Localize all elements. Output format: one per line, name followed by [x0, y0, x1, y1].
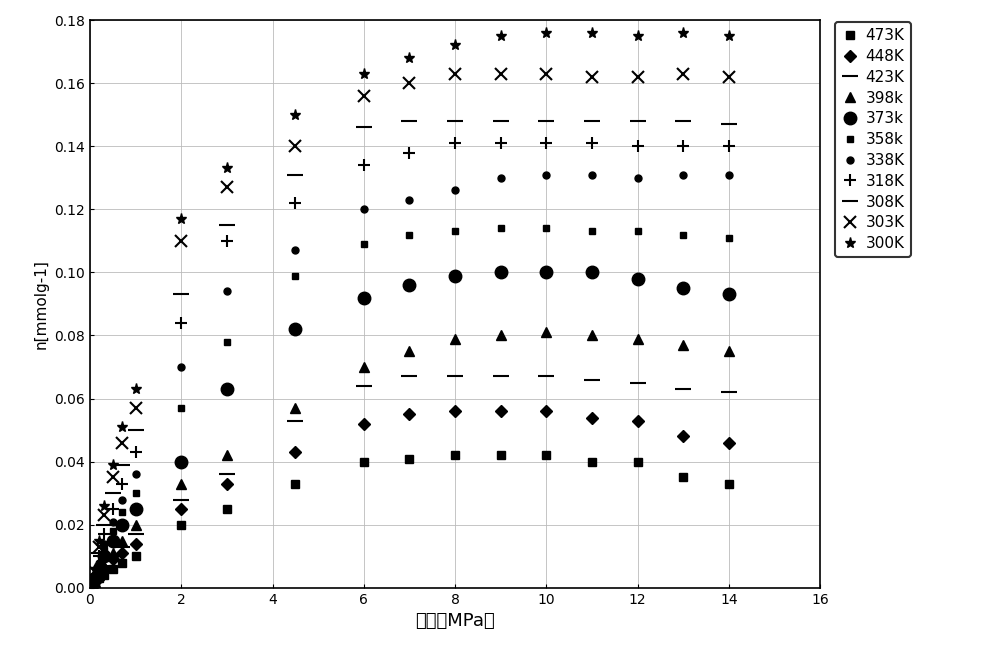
Y-axis label: n[mmolg-1]: n[mmolg-1]: [34, 259, 49, 349]
Legend: 473K, 448K, 423K, 398k, 373k, 358k, 338K, 318K, 308K, 303K, 300K: 473K, 448K, 423K, 398k, 373k, 358k, 338K…: [835, 22, 911, 257]
X-axis label: 压力（MPa）: 压力（MPa）: [415, 613, 495, 630]
